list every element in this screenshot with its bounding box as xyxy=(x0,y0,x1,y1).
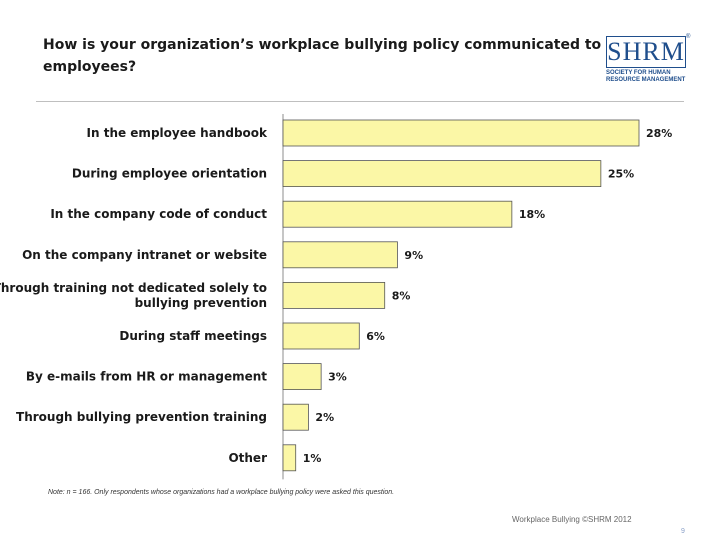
bar xyxy=(282,241,398,269)
category-label: Other xyxy=(228,451,267,465)
chart-title: How is your organization’s workplace bul… xyxy=(43,37,602,75)
category-label: In the company code of conduct xyxy=(50,207,267,221)
bar xyxy=(282,281,386,309)
shrm-logo: SHRM ® SOCIETY FOR HUMAN RESOURCE MANAGE… xyxy=(606,34,691,86)
value-label: 9% xyxy=(404,249,423,262)
value-label: 2% xyxy=(315,411,334,424)
footer-copyright: Workplace Bullying ©SHRM 2012 xyxy=(512,515,632,524)
bar xyxy=(282,200,513,228)
shrm-logo-subtitle: SOCIETY FOR HUMAN RESOURCE MANAGEMENT xyxy=(606,70,690,84)
page-number: 9 xyxy=(681,528,685,535)
bar xyxy=(282,363,322,391)
category-label: Through bullying prevention training xyxy=(16,410,267,424)
shrm-logo-line2: RESOURCE MANAGEMENT xyxy=(606,77,686,83)
sample-note: Note: n = 166. Only respondents whose or… xyxy=(48,489,395,496)
category-label: On the company intranet or website xyxy=(22,248,267,262)
bar-chart: In the employee handbook 28% During employ… xyxy=(0,114,672,480)
title-divider xyxy=(36,101,684,102)
value-label: 1% xyxy=(303,452,322,465)
bar xyxy=(282,322,360,350)
bar xyxy=(282,160,602,187)
category-label: In the employee handbook xyxy=(87,126,269,140)
value-label: 25% xyxy=(608,168,634,181)
category-label: Through training not dedicated solely to xyxy=(0,281,267,295)
category-label: By e-mails from HR or management xyxy=(26,370,267,384)
bar xyxy=(282,403,309,431)
value-label: 6% xyxy=(366,330,385,343)
value-label: 18% xyxy=(519,208,545,221)
value-label: 3% xyxy=(328,371,347,384)
category-label: bullying prevention xyxy=(135,296,267,310)
value-label: 28% xyxy=(646,127,672,140)
bar xyxy=(282,444,297,472)
shrm-logo-mark: SHRM xyxy=(606,36,686,68)
value-label: 8% xyxy=(392,289,411,302)
category-label: During staff meetings xyxy=(119,329,267,343)
shrm-logo-text: SHRM xyxy=(607,37,685,66)
shrm-logo-line1: SOCIETY FOR HUMAN xyxy=(606,70,671,76)
registered-mark: ® xyxy=(686,34,691,40)
category-label: During employee orientation xyxy=(72,167,267,181)
bar xyxy=(282,119,640,147)
